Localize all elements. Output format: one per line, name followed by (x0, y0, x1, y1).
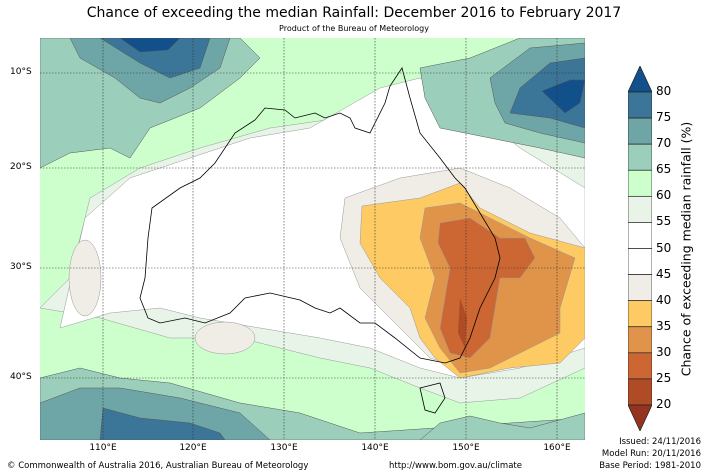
colorbar-tick: 25 (656, 370, 672, 385)
copyright-text: © Commonwealth of Australia 2016, Austra… (7, 461, 309, 471)
region-40-45-west (68, 239, 102, 317)
colorbar-tick: 20 (656, 397, 672, 411)
colorbar-tick: 45 (656, 266, 672, 281)
colorbar (628, 66, 652, 431)
colorbar-tick: 30 (656, 344, 672, 359)
colorbar-tick: 60 (656, 188, 672, 203)
bom-url[interactable]: http://www.bom.gov.au/climate (389, 461, 522, 471)
model-run-date: Model Run: 20/11/2016 (601, 449, 701, 459)
lon-tick-130e: 130°E (270, 443, 298, 453)
region-70-75-south (40, 387, 271, 440)
lat-tick-30s: 30°S (10, 262, 32, 272)
colorbar-segment-30-35 (628, 326, 652, 354)
region-20-25 (458, 298, 467, 348)
chart-title: Chance of exceeding the median Rainfall:… (86, 5, 622, 21)
lon-tick-160e: 160°E (543, 443, 571, 453)
colorbar-tick: 75 (656, 110, 672, 125)
lon-tick-110e: 110°E (89, 443, 117, 453)
region-65-70-se (419, 412, 585, 440)
issued-date: Issued: 24/11/2016 (619, 437, 701, 447)
colorbar-segment-60-65 (628, 169, 652, 197)
colorbar-segment-25-30 (628, 352, 652, 380)
colorbar-segment-35-40 (628, 300, 652, 328)
colorbar-segment-75-80 (628, 91, 652, 119)
lat-tick-20s: 20°S (10, 162, 32, 172)
lon-tick-140e: 140°E (361, 443, 389, 453)
lat-tick-10s: 10°S (10, 67, 32, 77)
gridlines (40, 38, 585, 440)
colorbar-tick: 65 (656, 162, 672, 177)
base-period: Base Period: 1981-2010 (599, 461, 701, 471)
lon-tick-120e: 120°E (179, 443, 207, 453)
colorbar-segment-45-50 (628, 248, 652, 275)
colorbar-segment-20-25 (628, 378, 652, 406)
colorbar-tick: 50 (656, 240, 672, 255)
lat-tick-40s: 40°S (10, 372, 32, 382)
colorbar-tick: 55 (656, 214, 672, 229)
colorbar-extend-min (628, 404, 652, 431)
colorbar-segment-50-55 (628, 222, 652, 249)
colorbar-tick: 70 (656, 136, 672, 151)
tasmania-coastline (419, 382, 446, 414)
rainfall-outlook-map (40, 38, 585, 440)
region-80-ne (541, 79, 585, 114)
colorbar-label: Chance of exceeding median rainfall (%) (678, 121, 694, 377)
colorbar-tick: 80 (656, 84, 672, 98)
colorbar-extend-max (628, 66, 652, 93)
chart-subtitle: Product of the Bureau of Meteorology (279, 24, 429, 33)
australia-coastline (139, 67, 501, 364)
colorbar-segment-70-75 (628, 117, 652, 145)
colorbar-segment-65-70 (628, 143, 652, 171)
colorbar-tick: 40 (656, 292, 672, 307)
colorbar-tick: 35 (656, 318, 672, 333)
region-40-45-south (194, 321, 256, 355)
colorbar-segment-55-60 (628, 195, 652, 223)
colorbar-segment-40-45 (628, 274, 652, 302)
lon-tick-150e: 150°E (452, 443, 480, 453)
region-80-north (119, 38, 181, 53)
